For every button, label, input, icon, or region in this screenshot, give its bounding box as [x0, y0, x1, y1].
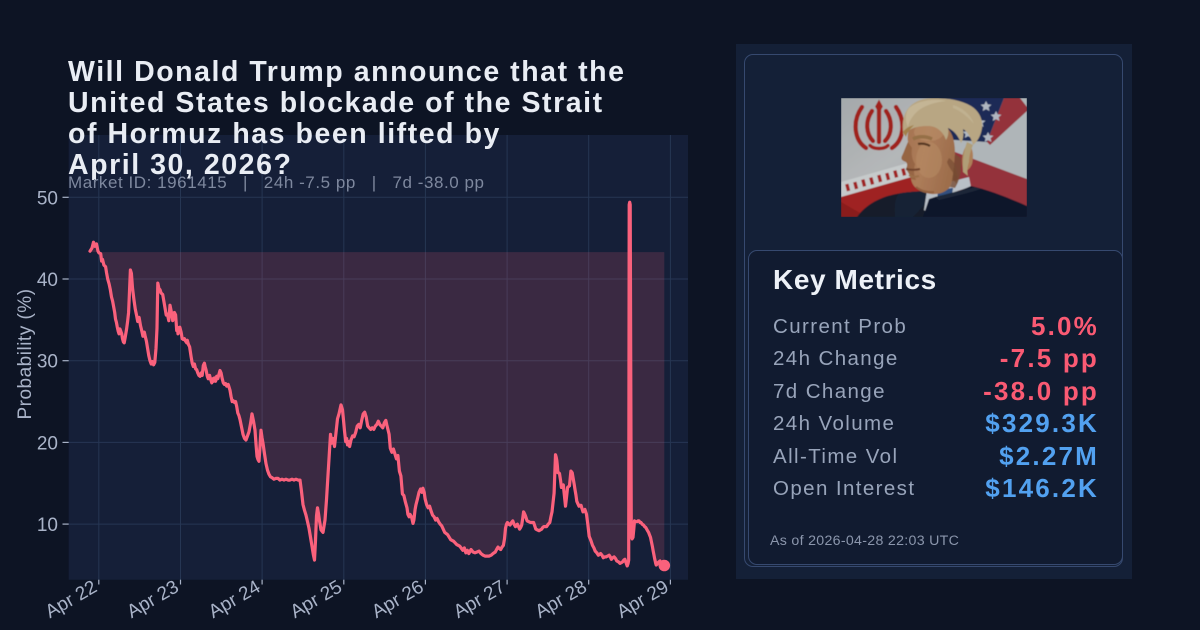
- svg-text:Apr 25: Apr 25: [287, 577, 346, 623]
- svg-text:40: 40: [37, 270, 58, 291]
- svg-text:Apr 22: Apr 22: [42, 577, 101, 623]
- svg-text:30: 30: [37, 352, 58, 373]
- svg-text:Apr 28: Apr 28: [532, 577, 591, 623]
- svg-text:50: 50: [37, 188, 58, 209]
- svg-text:10: 10: [37, 515, 58, 536]
- svg-text:20: 20: [37, 433, 58, 454]
- svg-text:Apr 27: Apr 27: [450, 577, 509, 623]
- svg-text:Apr 24: Apr 24: [205, 576, 264, 622]
- svg-text:Apr 26: Apr 26: [368, 577, 427, 623]
- svg-text:Apr 23: Apr 23: [124, 577, 183, 623]
- svg-text:Apr 29: Apr 29: [613, 577, 672, 623]
- svg-text:Probability (%): Probability (%): [15, 288, 36, 419]
